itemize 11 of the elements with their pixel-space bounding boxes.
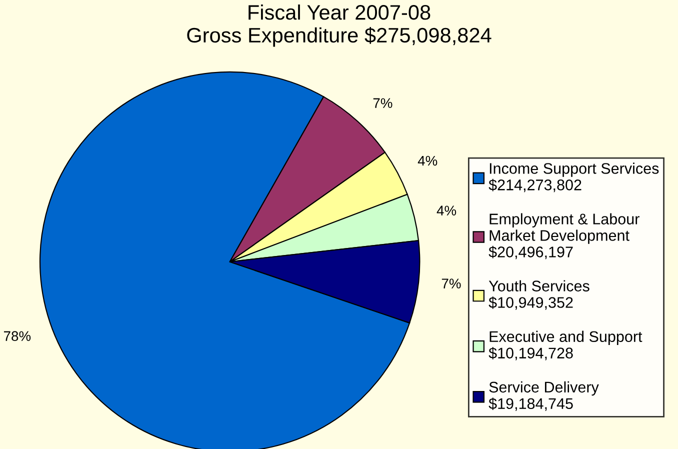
legend-label: Youth Services $10,949,352 (488, 280, 590, 310)
data-label: 4% (436, 206, 456, 216)
legend-label: Income Support Services $214,273,802 (488, 162, 659, 192)
legend-label: Service Delivery $19,184,745 (488, 381, 599, 411)
data-label: 4% (418, 156, 438, 166)
legend-label: Employment & Labour Market Development $20,496,197 (488, 213, 640, 260)
data-label: 78% (4, 331, 31, 341)
legend-label: Executive and Support $10,194,728 (488, 330, 642, 360)
data-label: 7% (373, 98, 392, 108)
data-label: 7% (442, 278, 461, 288)
chart-title: Fiscal Year 2007-08 Gross Expenditure $275,098,824 (187, 4, 492, 47)
